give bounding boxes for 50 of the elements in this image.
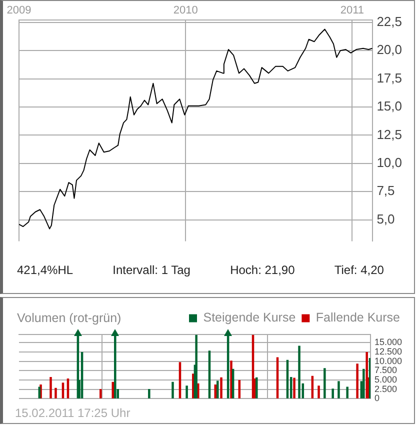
- y-tick-label: 2.500: [374, 384, 398, 394]
- bar: [338, 381, 340, 398]
- text: 421,4%HL: [17, 263, 74, 277]
- bar: [346, 386, 348, 398]
- y-tick-label: 12.500: [374, 346, 402, 356]
- text: 15.02.2011 17:25 Uhr: [15, 406, 130, 420]
- legend-label: Steigende Kurse: [203, 310, 296, 325]
- bar: [356, 364, 358, 398]
- bar: [216, 380, 219, 398]
- legend-label: Fallende Kurse: [316, 310, 400, 325]
- bar: [100, 388, 102, 398]
- bar: [298, 346, 300, 398]
- bar: [112, 382, 114, 398]
- x-tick-label: 2009: [6, 4, 32, 17]
- y-tick-label: 15.000: [374, 337, 402, 348]
- y-tick-label: 22,5: [376, 14, 402, 30]
- bar: [38, 386, 41, 398]
- y-tick-label: 10,0: [376, 154, 402, 170]
- bar: [332, 388, 334, 398]
- y-tick-label: 20,0: [376, 42, 402, 58]
- bar: [318, 386, 320, 398]
- y-tick-label: 5.000: [374, 374, 398, 384]
- y-tick-label: 12,5: [376, 126, 402, 142]
- y-tick-label: 15,0: [376, 98, 402, 114]
- y-tick-label: 7,5: [376, 183, 395, 198]
- x-tick-label: 2011: [340, 4, 364, 17]
- y-tick-label: 17,5: [376, 70, 402, 86]
- text: Intervall: 1 Tag: [112, 263, 190, 277]
- text: Hoch: 21,90: [230, 263, 295, 277]
- bar: [195, 334, 198, 398]
- y-tick-label: 7.500: [374, 365, 398, 376]
- bar: [220, 377, 222, 398]
- bar: [214, 384, 216, 398]
- bar: [293, 378, 296, 398]
- bar: [54, 388, 57, 398]
- bar: [324, 368, 326, 398]
- bar: [362, 368, 365, 398]
- x-tick-label: 2010: [173, 4, 198, 17]
- y-tick-label: 10.000: [374, 356, 402, 366]
- y-tick-label: 0: [374, 393, 380, 404]
- text: Tief: 4,20: [334, 263, 384, 277]
- bar: [256, 377, 258, 398]
- chart-title: Volumen (rot-grün): [17, 311, 122, 325]
- bar: [50, 377, 52, 398]
- y-tick-label: 5,0: [376, 211, 395, 226]
- bar: [186, 386, 188, 398]
- bar: [148, 388, 150, 398]
- bar: [230, 360, 232, 398]
- bar: [172, 382, 174, 398]
- bar: [62, 382, 64, 398]
